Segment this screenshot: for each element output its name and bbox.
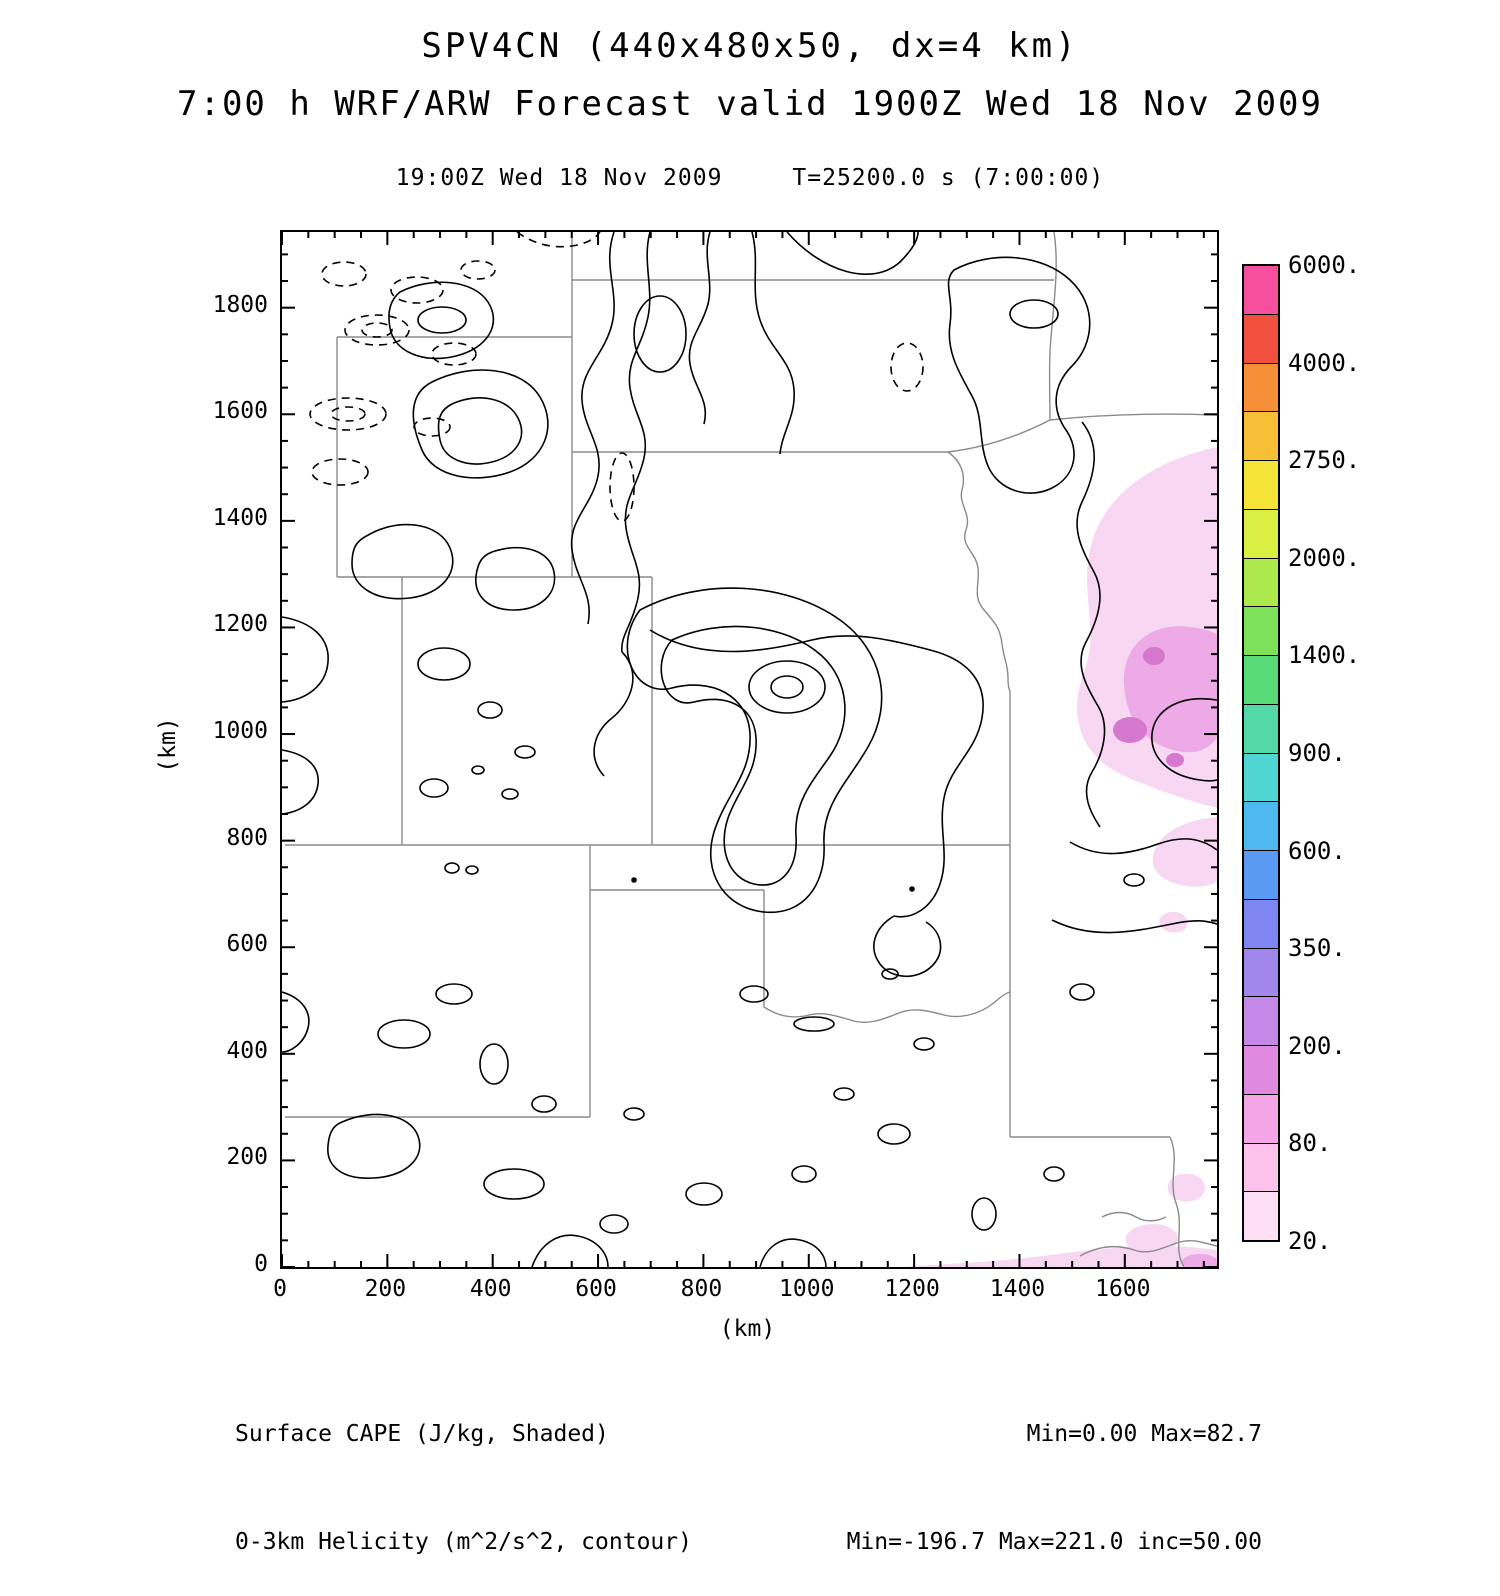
colorbar-tick-label: 900.	[1288, 739, 1346, 767]
colorbar-segment	[1243, 460, 1279, 509]
y-tick-label: 1400	[212, 504, 268, 531]
colorbar-segment	[1243, 411, 1279, 460]
colorbar-tick-label: 20.	[1288, 1227, 1332, 1255]
y-tick-label: 400	[226, 1037, 268, 1064]
y-tick-label: 1000	[212, 718, 268, 745]
cape-shading-light-layer	[902, 447, 1217, 1267]
colorbar-segment	[1243, 557, 1279, 607]
page-title: SPV4CN (440x480x50, dx=4 km)	[421, 26, 1079, 66]
colorbar-segment	[1243, 1093, 1279, 1143]
x-tick-label: 1200	[884, 1276, 940, 1302]
state-borders-layer	[285, 232, 1217, 1267]
colorbar-segment	[1243, 1045, 1279, 1094]
colorbar-segment	[1243, 313, 1279, 363]
colorbar-segment	[1243, 606, 1279, 655]
colorbar	[1242, 264, 1280, 1242]
contour-field-label: 0-3km Helicity (m^2/s^2, contour)	[235, 1529, 692, 1555]
colorbar-tick-label: 4000.	[1288, 348, 1361, 377]
y-tick-label: 1600	[212, 398, 268, 425]
y-tick-label: 0	[254, 1251, 268, 1277]
axis-ticks-layer	[282, 232, 1217, 1267]
map-plot-area	[280, 230, 1219, 1269]
contour-field-stats: Min=-196.7 Max=221.0 inc=50.00	[846, 1529, 1262, 1555]
colorbar-tick-label: 600.	[1288, 836, 1346, 865]
y-axis-tick-labels: 0 200 400 600 800 1000 1200 1400 1600 1800	[150, 230, 268, 1277]
cape-shading-dark-layer	[1113, 647, 1184, 767]
y-tick-label: 800	[226, 824, 268, 851]
colorbar-segment	[1243, 508, 1279, 558]
x-tick-label: 800	[680, 1276, 723, 1302]
x-tick-label: 1600	[1095, 1276, 1151, 1302]
colorbar-segment	[1243, 801, 1279, 850]
colorbar-tick-label: 1400.	[1288, 641, 1361, 670]
y-tick-label: 200	[226, 1144, 268, 1171]
x-tick-label: 0	[273, 1276, 287, 1302]
colorbar-segment	[1243, 996, 1279, 1045]
y-tick-label: 1200	[212, 611, 268, 638]
valid-time: 19:00Z Wed 18 Nov 2009	[395, 165, 723, 191]
colorbar-tick-label: 200.	[1288, 1031, 1346, 1060]
colorbar-tick-label: 6000.	[1288, 251, 1361, 279]
colorbar-segment	[1243, 265, 1279, 314]
field-stats: Min=0.00 Max=82.7 Min=-196.7 Max=221.0 i…	[700, 1344, 1262, 1596]
colorbar-tick-label: 2000.	[1288, 543, 1361, 572]
forecast-subtitle: 7:00 h WRF/ARW Forecast valid 1900Z Wed …	[177, 84, 1323, 124]
colorbar-segment	[1243, 1142, 1279, 1192]
x-axis-label: (km)	[719, 1316, 776, 1342]
x-tick-label: 600	[575, 1276, 617, 1302]
colorbar-segment	[1243, 362, 1279, 412]
colorbar-tick-label: 350.	[1288, 934, 1346, 963]
colorbar-segment	[1243, 752, 1279, 802]
time-info-line: 19:00Z Wed 18 Nov 2009 T=25200.0 s (7:00:…	[0, 165, 1500, 191]
colorbar-labels: 20. 80. 200. 350. 600. 900. 1400. 2000. 2750. 400…	[1288, 251, 1418, 1255]
shaded-field-stats: Min=0.00 Max=82.7	[1026, 1421, 1262, 1447]
field-legend: Surface CAPE (J/kg, Shaded) 0-3km Helici…	[235, 1344, 692, 1596]
forecast-map-canvas	[282, 232, 1217, 1267]
x-tick-label: 200	[364, 1276, 407, 1302]
x-tick-label: 1400	[989, 1276, 1046, 1302]
colorbar-segment	[1243, 1191, 1279, 1241]
colorbar-segment	[1243, 898, 1279, 948]
x-axis-tick-labels: 0 200 400 600 800 1000 1200 1400 1600	[273, 1276, 1215, 1306]
colorbar-segment	[1243, 947, 1279, 997]
model-time: T=25200.0 s (7:00:00)	[792, 165, 1105, 191]
x-tick-label: 400	[469, 1276, 512, 1302]
shaded-field-label: Surface CAPE (J/kg, Shaded)	[235, 1421, 609, 1447]
colorbar-segment	[1243, 850, 1279, 899]
helicity-contours-positive-layer	[282, 232, 1217, 1267]
colorbar-segment	[1243, 703, 1279, 753]
x-tick-label: 1000	[779, 1276, 835, 1302]
y-tick-label: 1800	[212, 291, 268, 318]
colorbar-segment	[1243, 655, 1279, 704]
colorbar-tick-label: 80.	[1288, 1129, 1332, 1158]
y-tick-label: 600	[226, 931, 268, 958]
helicity-contours-negative-layer	[309, 232, 924, 522]
colorbar-tick-label: 2750.	[1288, 446, 1361, 475]
